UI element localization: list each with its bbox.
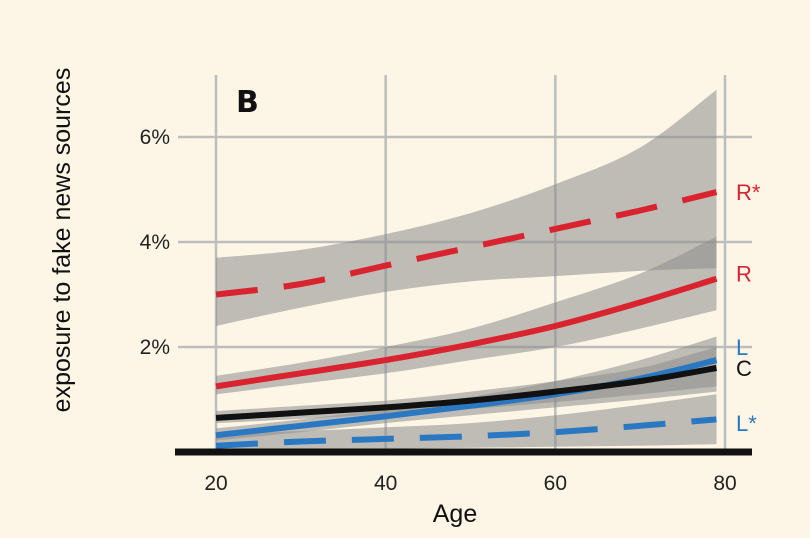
series-label-r-star: R*: [736, 180, 761, 205]
confidence-bands: [216, 89, 717, 451]
x-axis-title: Age: [433, 500, 477, 528]
series-label-r: R: [736, 262, 752, 287]
y-axis-title: exposure to fake news sources: [48, 68, 76, 413]
x-tick-label: 60: [544, 472, 567, 495]
series-line-l-star: [215, 416, 717, 449]
series-line-r-star: [215, 189, 718, 298]
y-tick-label: 2%: [140, 336, 170, 359]
series-label-l: L: [736, 335, 748, 360]
panel-label: B: [236, 85, 259, 120]
x-tick-label: 40: [374, 472, 397, 495]
y-tick-label: 6%: [140, 126, 170, 149]
series-label-c: C: [736, 356, 752, 381]
y-axis: 2% 4% 6%: [140, 126, 170, 359]
series-lines: [215, 189, 718, 449]
ci-band-l-star: [216, 394, 717, 451]
series-labels: R* R LC L*: [736, 180, 761, 436]
x-tick-label: 20: [204, 472, 227, 495]
y-tick-label: 4%: [140, 231, 170, 254]
ci-band-c: [216, 347, 717, 424]
series-line-r: [215, 275, 718, 390]
series-label-l-star: L*: [736, 411, 757, 436]
series-line-c: [215, 365, 718, 421]
x-axis: 20 40 60 80: [175, 448, 752, 495]
ci-band-r-star: [216, 89, 717, 326]
x-tick-label: 80: [713, 472, 736, 495]
